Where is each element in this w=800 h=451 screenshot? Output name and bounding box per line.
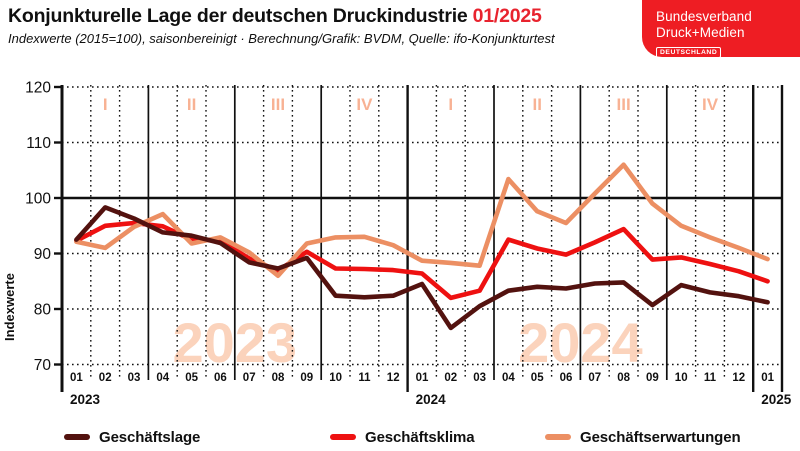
year-label: 2025	[761, 392, 792, 407]
year-label: 2024	[416, 392, 447, 407]
month-label: 04	[156, 372, 169, 384]
quarter-label: III	[271, 95, 285, 114]
page-title-text: Konjunkturelle Lage der deutschen Drucki…	[8, 5, 468, 27]
month-label: 03	[128, 372, 141, 384]
legend-swatch-geschaeftslage	[64, 433, 90, 441]
month-label: 07	[243, 372, 256, 384]
chart-legend: Geschäftslage Geschäftsklima Geschäftser…	[0, 427, 800, 449]
month-label: 09	[646, 372, 659, 384]
quarter-label: II	[532, 95, 541, 114]
month-label: 04	[502, 372, 515, 384]
legend-label-geschaeftsklima: Geschäftsklima	[365, 428, 475, 446]
y-tick-label: 80	[34, 302, 52, 319]
month-label: 07	[588, 372, 601, 384]
y-tick-label: 90	[34, 246, 52, 263]
legend-swatch-geschaeftserwartungen	[545, 433, 571, 441]
month-label: 10	[329, 372, 342, 384]
quarter-label: III	[617, 95, 631, 114]
legend-item-geschaeftserwartungen: Geschäftserwartungen	[545, 427, 741, 447]
month-label: 09	[300, 372, 313, 384]
y-tick-label: 70	[34, 357, 52, 374]
quarter-label: II	[187, 95, 196, 114]
month-label: 12	[732, 372, 745, 384]
legend-swatch-geschaeftsklima	[330, 433, 356, 441]
month-label: 12	[387, 372, 400, 384]
month-label: 01	[416, 372, 429, 384]
y-tick-label: 100	[25, 191, 51, 208]
logo-line-2: Druck+Medien	[656, 24, 745, 40]
y-tick-label: 110	[26, 135, 51, 152]
month-label: 08	[617, 372, 630, 384]
y-axis-title: Indexwerte	[2, 273, 17, 341]
legend-label-geschaeftserwartungen: Geschäftserwartungen	[580, 428, 741, 446]
series-line-geschäftserwartungen	[74, 162, 770, 279]
quarter-label: IV	[702, 95, 719, 114]
series-line-geschäftsklima	[74, 220, 770, 301]
month-label: 03	[473, 372, 486, 384]
month-label: 11	[704, 372, 717, 384]
month-label: 10	[675, 372, 688, 384]
legend-item-geschaeftslage: Geschäftslage	[64, 427, 200, 447]
page-title-issue: 01/2025	[472, 5, 542, 27]
month-label: 05	[531, 372, 544, 384]
quarter-label: IV	[356, 95, 373, 114]
y-tick-label: 120	[25, 80, 51, 97]
page-title: Konjunkturelle Lage der deutschen Drucki…	[8, 5, 542, 28]
series-line-geschäftslage	[74, 205, 770, 331]
month-label: 06	[214, 372, 227, 384]
logo-line-1: Bundesverband	[656, 9, 752, 24]
month-label: 02	[99, 372, 112, 384]
page-subtitle: Indexwerte (2015=100), saisonbereinigt ·…	[8, 31, 555, 46]
month-label: 05	[185, 372, 198, 384]
quarter-label: I	[103, 95, 108, 114]
month-label: 01	[761, 372, 774, 384]
logo-country-badge: DEUTSCHLAND	[656, 47, 722, 58]
month-label: 02	[444, 372, 457, 384]
quarter-label: I	[448, 95, 453, 114]
month-label: 08	[272, 372, 285, 384]
month-label: 01	[70, 372, 83, 384]
bvdm-logo: Bundesverband Druck+Medien DEUTSCHLAND	[642, 0, 800, 58]
legend-label-geschaeftslage: Geschäftslage	[99, 428, 201, 446]
legend-item-geschaeftsklima: Geschäftsklima	[330, 427, 475, 447]
month-label: 06	[560, 372, 573, 384]
year-label: 2023	[70, 392, 101, 407]
month-label: 11	[358, 372, 371, 384]
